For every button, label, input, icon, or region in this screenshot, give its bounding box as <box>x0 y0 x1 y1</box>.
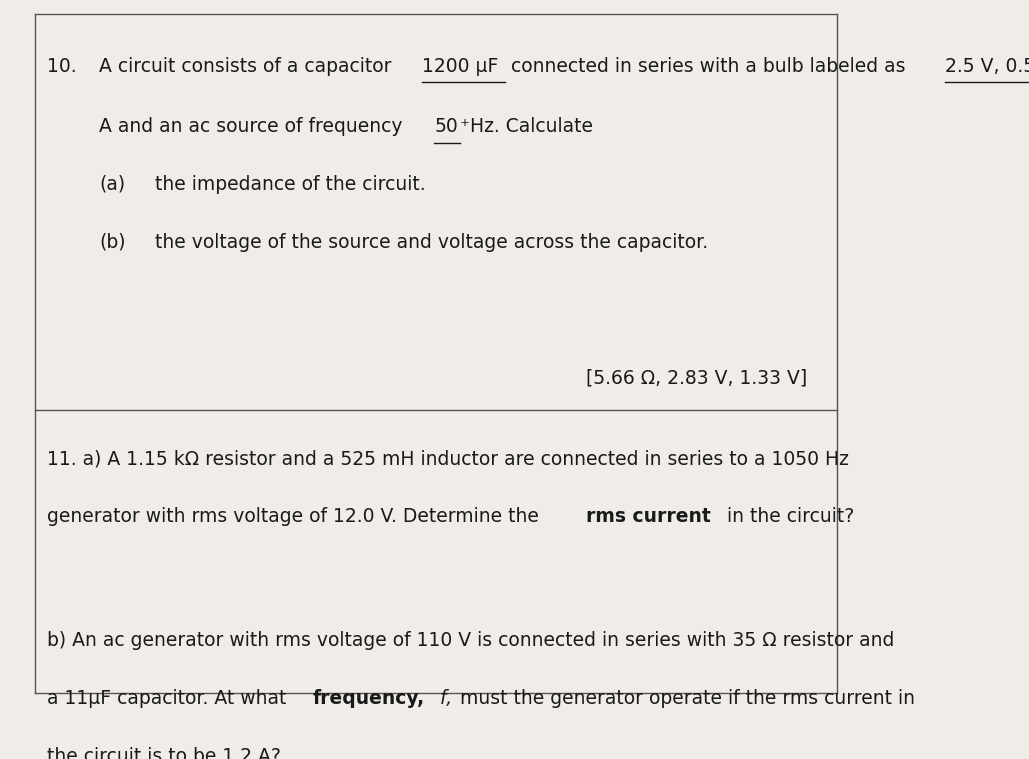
Text: the voltage of the source and voltage across the capacitor.: the voltage of the source and voltage ac… <box>155 233 709 252</box>
Text: ⁺Hz. Calculate: ⁺Hz. Calculate <box>460 117 593 136</box>
Text: the impedance of the circuit.: the impedance of the circuit. <box>155 175 426 194</box>
Text: [5.66 Ω, 2.83 V, 1.33 V]: [5.66 Ω, 2.83 V, 1.33 V] <box>586 369 807 388</box>
Text: 2.5 V, 0.5: 2.5 V, 0.5 <box>945 57 1029 76</box>
Text: the circuit is to be 1.2 A?: the circuit is to be 1.2 A? <box>47 747 281 759</box>
Text: 11. a) A 1.15 kΩ resistor and a 525 mH inductor are connected in series to a 105: 11. a) A 1.15 kΩ resistor and a 525 mH i… <box>47 449 849 468</box>
Text: generator with rms voltage of 12.0 V. Determine the: generator with rms voltage of 12.0 V. De… <box>47 507 545 526</box>
Text: (a): (a) <box>99 175 126 194</box>
Text: 50: 50 <box>434 117 458 136</box>
Text: A and an ac source of frequency: A and an ac source of frequency <box>99 117 409 136</box>
Text: must the generator operate if the rms current in: must the generator operate if the rms cu… <box>454 689 915 708</box>
Text: rms current: rms current <box>587 507 711 526</box>
Text: connected in series with a bulb labeled as: connected in series with a bulb labeled … <box>505 57 912 76</box>
Text: b) An ac generator with rms voltage of 110 V is connected in series with 35 Ω re: b) An ac generator with rms voltage of 1… <box>47 631 895 650</box>
Text: f,: f, <box>434 689 453 708</box>
Text: frequency,: frequency, <box>313 689 425 708</box>
Text: in the circuit?: in the circuit? <box>721 507 855 526</box>
Text: (b): (b) <box>99 233 126 252</box>
Text: 10.: 10. <box>47 57 77 76</box>
Text: a 11μF capacitor. At what: a 11μF capacitor. At what <box>47 689 293 708</box>
Text: A circuit consists of a capacitor: A circuit consists of a capacitor <box>99 57 398 76</box>
Text: 1200 μF: 1200 μF <box>422 57 499 76</box>
